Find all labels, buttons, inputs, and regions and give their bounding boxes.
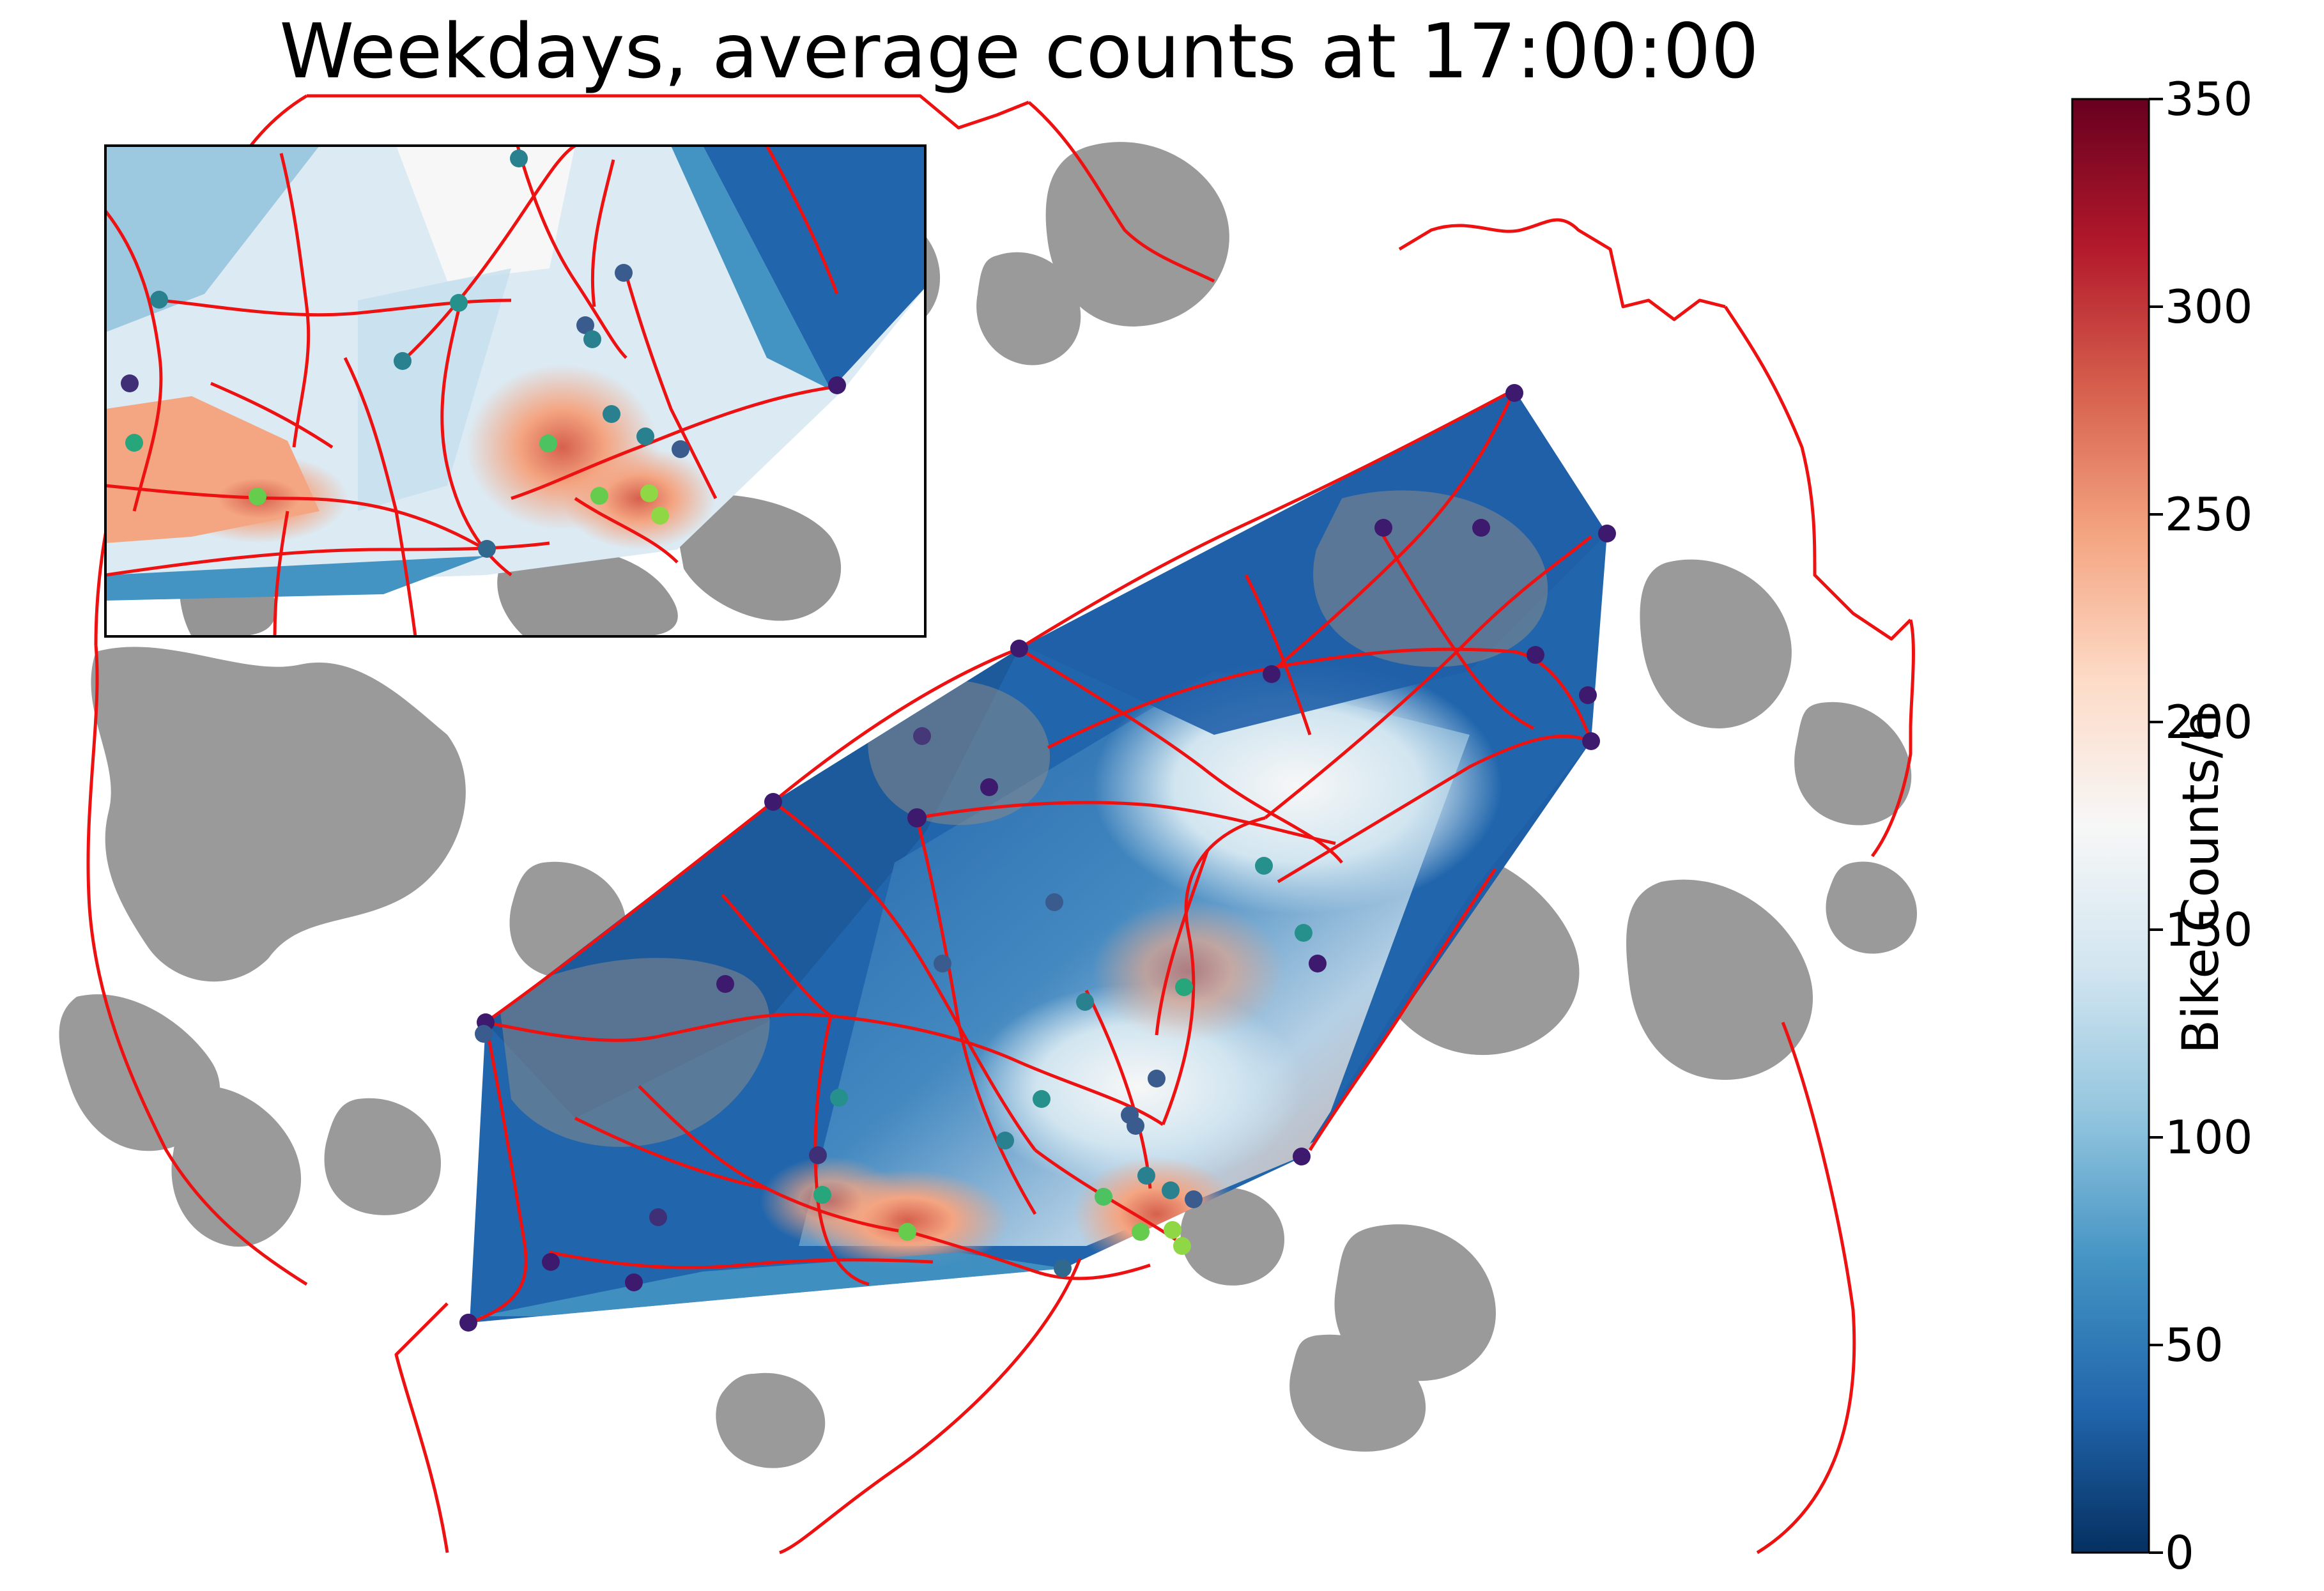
colorbar-tick-label: 250 xyxy=(2165,488,2253,541)
colorbar-tick-label: 150 xyxy=(2165,903,2253,957)
urban-overlay xyxy=(498,490,1548,1147)
station-markers xyxy=(459,384,1616,1332)
colorbar-label: Bike Counts/h xyxy=(2173,709,2230,1054)
land-use-patches xyxy=(59,142,1917,1468)
inset-frame xyxy=(104,144,927,638)
map-title: Weekdays, average counts at 17:00:00 xyxy=(279,7,1759,95)
colorbar-tick-label: 200 xyxy=(2165,695,2253,749)
colorbar-tick-label: 0 xyxy=(2165,1526,2194,1579)
colorbar-tick-label: 50 xyxy=(2165,1318,2224,1372)
inset-map xyxy=(105,146,925,636)
colorbar-tick-label: 350 xyxy=(2165,72,2253,126)
colorbar-tick-label: 100 xyxy=(2165,1111,2253,1164)
colorbar xyxy=(2071,98,2163,1554)
colorbar-tick-label: 300 xyxy=(2165,280,2253,334)
route-network xyxy=(86,94,1915,1555)
colorbar-gradient xyxy=(2071,98,2150,1554)
